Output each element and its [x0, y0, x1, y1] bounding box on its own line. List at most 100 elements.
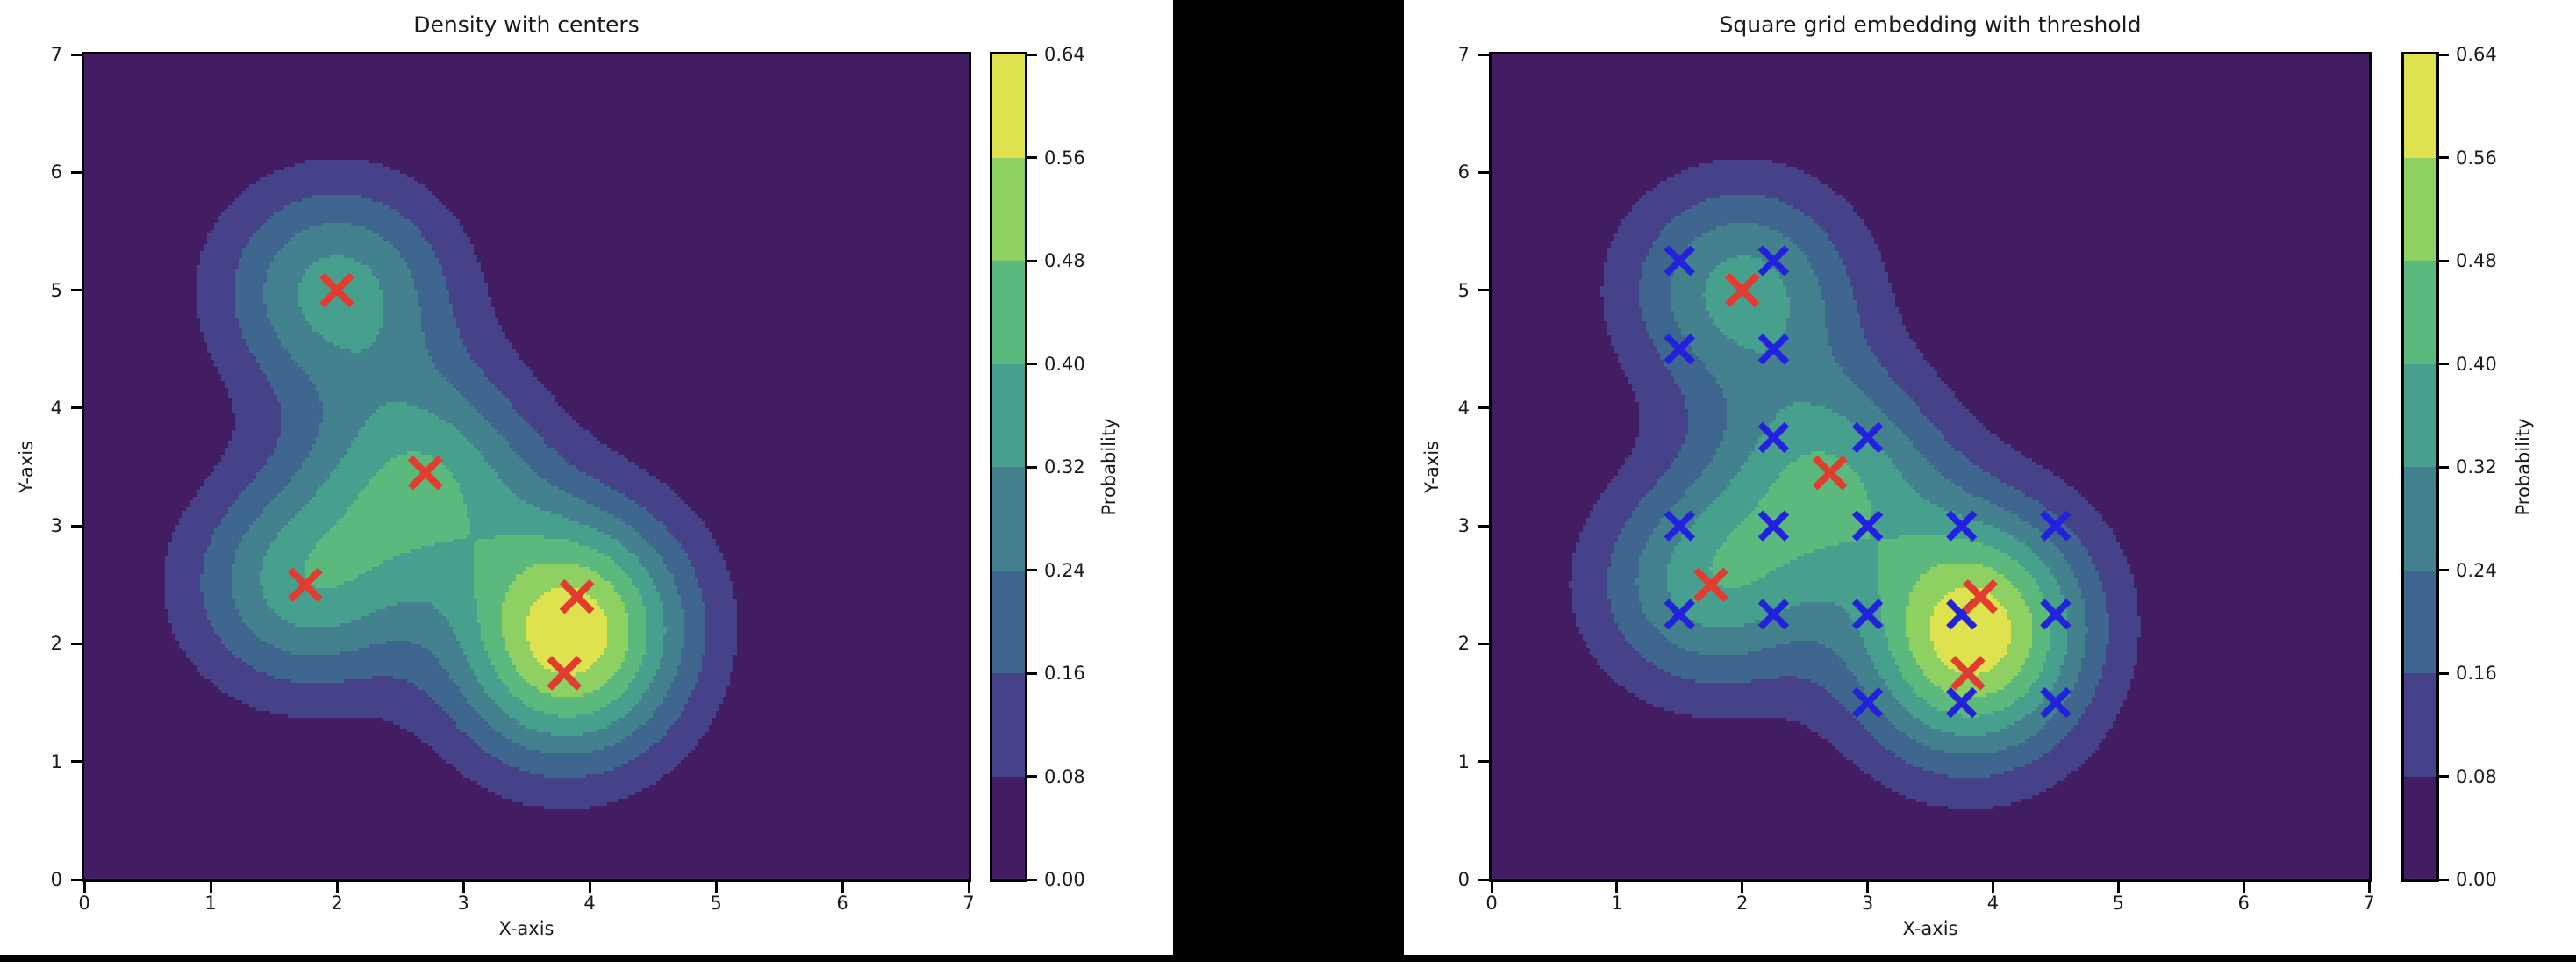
- colorbar-tick-mark: [2439, 671, 2449, 675]
- x-tick-label: 4: [583, 893, 596, 914]
- x-tick-label: 1: [1611, 893, 1623, 914]
- density-contour-canvas-left: [84, 54, 969, 879]
- colorbar-tick-label: 0.00: [1044, 869, 1085, 890]
- colorbar-right: [2401, 52, 2439, 882]
- colorbar-tick-mark: [2439, 465, 2449, 469]
- grid-marker-icon: [1757, 421, 1790, 454]
- colorbar-tick-mark: [1027, 259, 1037, 262]
- x-tick-mark: [462, 882, 465, 893]
- x-tick-label: 7: [962, 893, 975, 914]
- y-tick-mark: [71, 642, 82, 645]
- x-tick-mark: [588, 882, 591, 893]
- plot-title-left: Density with centers: [413, 11, 640, 38]
- colorbar-tick-mark: [1027, 775, 1037, 778]
- colorbar-tick-mark: [2439, 363, 2449, 365]
- x-tick-mark: [1490, 882, 1493, 893]
- x-tick-mark: [82, 882, 86, 893]
- colorbar-tick-label: 0.16: [1044, 663, 1085, 684]
- colorbar-segment: [992, 261, 1025, 364]
- colorbar-tick-label: 0.16: [2456, 663, 2497, 684]
- colorbar-left: [990, 52, 1027, 882]
- marker-overlay-right: [1664, 245, 2072, 719]
- colorbar-tick-mark: [1027, 156, 1037, 159]
- grid-marker-icon: [2040, 686, 2072, 719]
- grid-marker-icon: [1757, 599, 1790, 630]
- colorbar-tick-label: 0.00: [2456, 869, 2497, 890]
- colorbar-tick-mark: [1027, 569, 1037, 571]
- y-tick-mark: [71, 170, 82, 174]
- colorbar-tick-mark: [1027, 878, 1037, 881]
- colorbar-tick-mark: [2439, 878, 2449, 881]
- colorbar-segment: [2404, 363, 2436, 467]
- right-figure-panel: Square grid embedding with threshold X-a…: [1404, 0, 2576, 955]
- colorbar-segment: [992, 54, 1025, 158]
- grid-marker-icon: [1946, 686, 1978, 719]
- colorbar-tick-label: 0.64: [2456, 44, 2497, 65]
- colorbar-tick-label: 0.32: [2456, 456, 2497, 477]
- colorbar-tick-label: 0.24: [1044, 559, 1085, 581]
- y-tick-mark: [1478, 53, 1489, 56]
- colorbar-tick-label: 0.48: [1044, 250, 1085, 271]
- grid-marker-icon: [1851, 686, 1884, 719]
- x-tick-label: 1: [204, 893, 217, 914]
- x-tick-mark: [209, 882, 212, 893]
- colorbar-segment: [2404, 673, 2436, 777]
- x-tick-label: 7: [2363, 893, 2375, 914]
- colorbar-tick-label: 0.56: [2456, 147, 2497, 169]
- center-marker-icon: [407, 455, 443, 491]
- y-tick-mark: [1478, 642, 1489, 645]
- grid-marker-icon: [2040, 599, 2072, 630]
- center-marker-icon: [1812, 455, 1848, 491]
- x-tick-mark: [2367, 882, 2371, 893]
- y-axis-label-right: Y-axis: [1421, 441, 1442, 493]
- colorbar-segment: [992, 157, 1025, 261]
- x-tick-label: 3: [457, 893, 469, 914]
- y-tick-mark: [1478, 760, 1489, 764]
- colorbar-segment: [2404, 467, 2436, 571]
- center-marker-icon: [1950, 656, 1986, 691]
- colorbar-tick-label: 0.24: [2456, 559, 2497, 581]
- y-tick-mark: [1478, 406, 1489, 410]
- center-marker-icon: [1963, 578, 1998, 614]
- y-tick-label: 1: [50, 750, 62, 772]
- y-tick-label: 2: [50, 633, 62, 655]
- colorbar-tick-label: 0.08: [1044, 765, 1085, 787]
- x-tick-label: 5: [2112, 893, 2124, 914]
- center-marker-icon: [559, 578, 595, 614]
- left-figure-panel: Density with centers X-axis Y-axis Proba…: [0, 0, 1173, 955]
- grid-marker-icon: [1664, 599, 1695, 630]
- y-tick-label: 0: [1457, 869, 1470, 890]
- colorbar-tick-label: 0.48: [2456, 250, 2497, 271]
- colorbar-tick-label: 0.56: [1044, 147, 1085, 169]
- x-tick-label: 2: [1736, 893, 1749, 914]
- x-tick-label: 0: [1485, 893, 1498, 914]
- colorbar-tick-label: 0.40: [2456, 353, 2497, 375]
- colorbar-tick-label: 0.40: [1044, 353, 1085, 375]
- x-tick-mark: [714, 882, 718, 893]
- y-tick-label: 6: [1457, 162, 1470, 183]
- x-tick-mark: [1741, 882, 1744, 893]
- colorbar-segment: [992, 467, 1025, 571]
- colorbar-segment: [2404, 157, 2436, 261]
- y-tick-label: 3: [50, 515, 62, 537]
- x-tick-label: 2: [331, 893, 343, 914]
- y-tick-label: 5: [50, 279, 62, 301]
- axes-area-left: [82, 52, 971, 882]
- axes-area-right: [1489, 52, 2372, 882]
- center-marker-icon: [319, 272, 354, 308]
- colorbar-label-right: Probability: [2513, 418, 2534, 516]
- colorbar-segment: [992, 673, 1025, 777]
- y-tick-label: 6: [50, 162, 62, 183]
- x-tick-label: 5: [710, 893, 722, 914]
- x-axis-label-right: X-axis: [1902, 918, 1958, 939]
- grid-marker-icon: [1851, 599, 1884, 630]
- grid-marker-icon: [1664, 510, 1695, 542]
- grid-marker-icon: [1757, 245, 1790, 276]
- x-tick-label: 3: [1861, 893, 1874, 914]
- plot-title-right: Square grid embedding with threshold: [1719, 11, 2142, 38]
- marker-overlay-left: [288, 272, 595, 691]
- y-axis-label-left: Y-axis: [16, 441, 37, 493]
- y-tick-label: 3: [1457, 515, 1470, 537]
- colorbar-tick-mark: [2439, 53, 2449, 56]
